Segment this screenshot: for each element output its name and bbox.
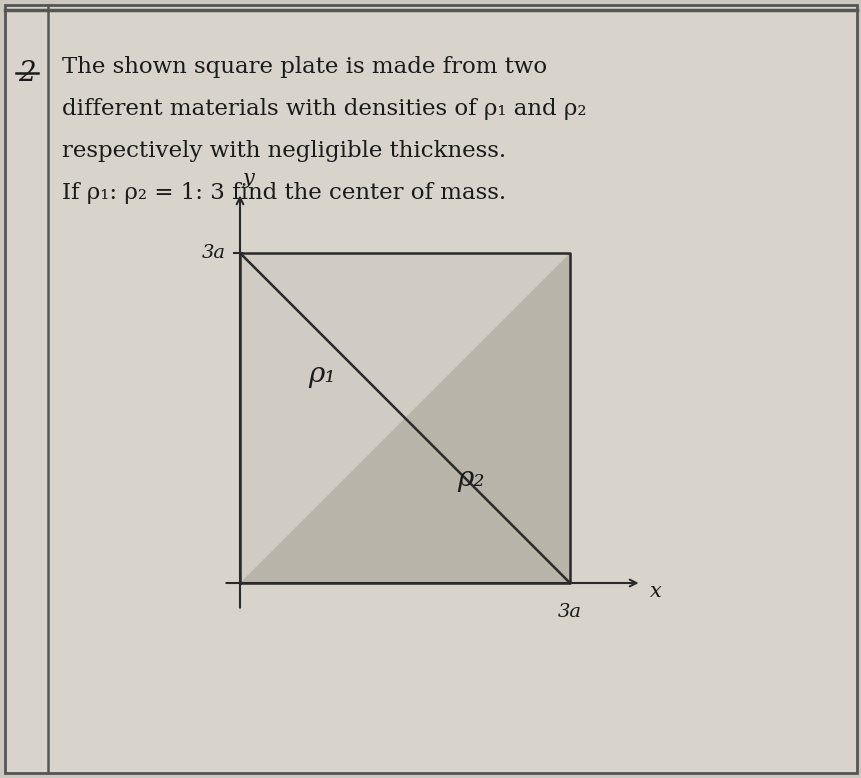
Text: 3a: 3a	[201, 244, 226, 262]
Text: 3a: 3a	[557, 603, 581, 621]
Polygon shape	[239, 253, 569, 583]
Text: If ρ₁: ρ₂ = 1: 3 find the center of mass.: If ρ₁: ρ₂ = 1: 3 find the center of mass…	[62, 182, 505, 204]
Polygon shape	[239, 253, 569, 583]
Text: x: x	[649, 582, 661, 601]
Text: ρ₁: ρ₁	[308, 360, 336, 387]
FancyBboxPatch shape	[5, 5, 856, 773]
Text: respectively with negligible thickness.: respectively with negligible thickness.	[62, 140, 505, 162]
Text: The shown square plate is made from two: The shown square plate is made from two	[62, 56, 547, 78]
Text: y: y	[243, 169, 254, 187]
Text: ρ₂: ρ₂	[456, 465, 484, 492]
Text: different materials with densities of ρ₁ and ρ₂: different materials with densities of ρ₁…	[62, 98, 586, 120]
Text: 2: 2	[18, 60, 36, 87]
